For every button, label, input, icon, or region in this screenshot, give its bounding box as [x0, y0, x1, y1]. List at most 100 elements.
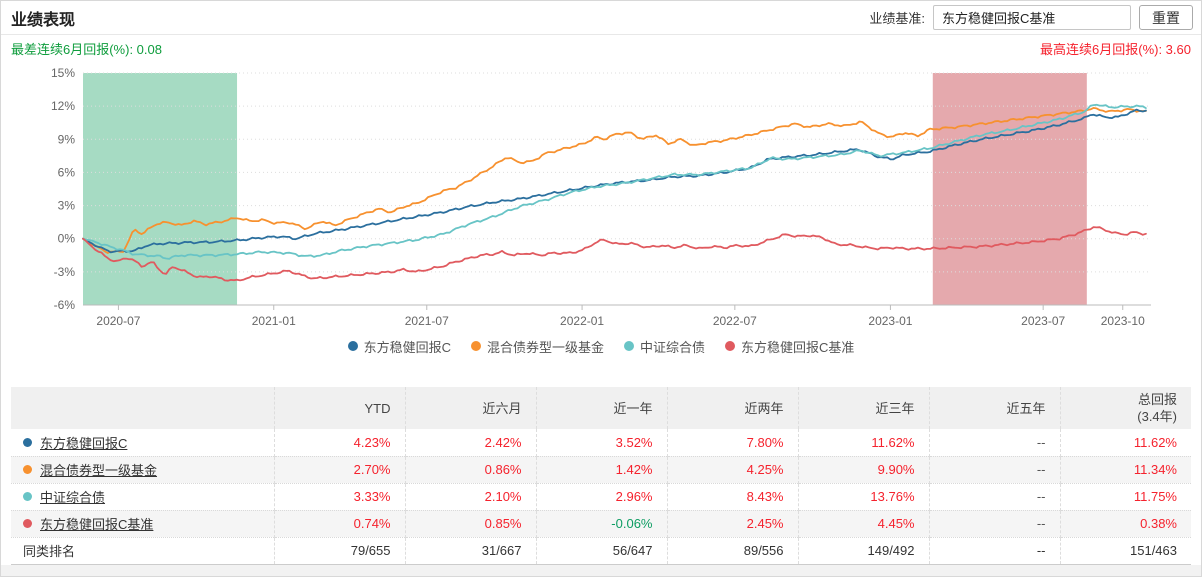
table-cell-value: 0.74%: [273, 509, 405, 537]
fund-link[interactable]: 混合债券型一级基金: [40, 463, 158, 478]
benchmark-label: 业绩基准:: [869, 11, 925, 26]
reset-button[interactable]: 重置: [1139, 5, 1193, 30]
page-title: 业绩表现: [11, 11, 76, 29]
x-axis-tick-label: 2020-07: [96, 314, 140, 328]
fund-link[interactable]: 东方稳健回报C基准: [40, 517, 154, 532]
legend-label: 中证综合债: [640, 339, 706, 355]
x-axis-tick-label: 2021-01: [252, 314, 296, 328]
table-header-row: YTD 近六月 近一年 近两年 近三年 近五年 总回报 (3.4年): [11, 387, 1191, 429]
legend-item[interactable]: 东方稳健回报C基准: [725, 337, 854, 356]
legend-dot-icon: [725, 341, 736, 351]
benchmark-input[interactable]: [933, 5, 1131, 30]
y-axis-tick-label: 15%: [51, 66, 75, 80]
table-cell-value: 2.42%: [404, 429, 536, 456]
y-axis-tick-label: -6%: [54, 298, 76, 312]
table-cell-value: 151/463: [1059, 536, 1191, 564]
table-cell-value: 0.85%: [404, 509, 536, 537]
panel-header: 业绩表现 业绩基准: 重置: [1, 1, 1201, 35]
legend-label: 东方稳健回报C: [363, 339, 451, 355]
header-cell: 近三年: [797, 387, 929, 429]
chart-legend: 东方稳健回报C 混合债券型一级基金 中证综合债 东方稳健回报C基准: [1, 333, 1201, 359]
series-line-2: [82, 107, 1147, 254]
x-axis-tick-label: 2022-01: [560, 314, 604, 328]
legend-item[interactable]: 混合债券型一级基金: [470, 337, 604, 356]
table-row: 混合债券型一级基金 2.70% 0.86% 1.42% 4.25% 9.90% -- 11.3…: [11, 455, 1191, 483]
legend-dot-icon: [624, 341, 634, 351]
table-cell-value: 89/556: [666, 536, 798, 564]
table-cell-name: 东方稳健回报C: [11, 429, 274, 456]
bottom-strip: [1, 565, 1201, 576]
best-6m-return-label: 最高连续6月回报(%): 3.60: [1040, 41, 1191, 57]
legend-dot-icon: [347, 341, 358, 351]
y-axis-tick-label: 0%: [58, 232, 76, 246]
table-cell-value: --: [928, 482, 1060, 510]
table-cell-name: 混合债券型一级基金: [11, 455, 274, 483]
y-axis-tick-label: 12%: [51, 99, 75, 113]
table-cell-value: 13.76%: [797, 482, 929, 510]
table-cell-value: 2.45%: [666, 509, 798, 537]
table-cell-value: 2.10%: [404, 482, 536, 510]
x-axis-tick-label: 2023-07: [1021, 314, 1065, 328]
header-cell: 近一年: [535, 387, 667, 429]
legend-item[interactable]: 东方稳健回报C: [347, 337, 451, 356]
performance-chart: 15% 12% 9% 6% 3% 0% -3% -6% 2020-07 2021-01 2021-0…: [51, 66, 1151, 328]
y-axis-tick-label: 3%: [58, 199, 76, 213]
table-cell-value: 3.52%: [535, 429, 667, 456]
table-cell-value: 2.70%: [273, 455, 405, 483]
header-cell: YTD: [273, 387, 405, 429]
table-cell-name: 东方稳健回报C基准: [11, 509, 274, 537]
table-cell-value: 7.80%: [666, 429, 798, 456]
table-row: 中证综合债 3.33% 2.10% 2.96% 8.43% 13.76% -- 11.75%: [11, 482, 1191, 510]
x-axis-tick-label: 2021-07: [405, 314, 449, 328]
x-axis-tick-label: 2023-10: [1101, 314, 1145, 328]
table-cell-value: --: [928, 509, 1060, 537]
series-dot-icon: [23, 465, 32, 474]
legend-item[interactable]: 中证综合债: [624, 337, 705, 356]
table-cell-value: 0.38%: [1059, 509, 1191, 537]
table-cell-value: 4.25%: [666, 455, 798, 483]
series-line-1: [82, 108, 1147, 254]
table-cell-value: 56/647: [535, 536, 667, 564]
fund-link[interactable]: 中证综合债: [40, 490, 106, 505]
table-row: 东方稳健回报C基准 0.74% 0.85% -0.06% 2.45% 4.45% -- 0.3…: [11, 509, 1191, 537]
series-line-4: [82, 226, 1147, 282]
series-dot-icon: [23, 437, 32, 447]
fund-link[interactable]: 东方稳健回报C: [40, 435, 128, 451]
table-cell-value: 4.45%: [797, 509, 929, 537]
y-axis-tick-label: 9%: [58, 132, 76, 146]
table-cell-value: 11.34%: [1059, 455, 1191, 483]
header-cell-name: [11, 387, 274, 429]
series-dot-icon: [23, 519, 32, 528]
table-cell-value: 0.86%: [404, 455, 536, 483]
header-cell: 近两年: [666, 387, 798, 429]
table-cell-value: --: [928, 536, 1060, 564]
returns-table: YTD 近六月 近一年 近两年 近三年 近五年 总回报 (3.4年) 东方稳健回报C 4.23%…: [11, 387, 1191, 565]
header-cell: 近六月: [404, 387, 536, 429]
table-row: 东方稳健回报C 4.23% 2.42% 3.52% 7.80% 11.62% -- 11.62…: [11, 429, 1191, 456]
legend-label: 混合债券型一级基金: [486, 339, 604, 355]
table-cell-value: 79/655: [273, 536, 405, 564]
series-dot-icon: [23, 492, 32, 501]
series-line-3: [82, 103, 1147, 260]
table-cell-value: 11.62%: [1059, 429, 1191, 456]
table-cell-value: 8.43%: [666, 482, 798, 510]
table-cell-name: 中证综合债: [11, 482, 274, 510]
table-cell-value: 149/492: [797, 536, 929, 564]
legend-dot-icon: [470, 341, 481, 351]
returns-table-wrap: YTD 近六月 近一年 近两年 近三年 近五年 总回报 (3.4年) 东方稳健回报C 4.23%…: [11, 387, 1191, 565]
table-cell-value: 11.75%: [1059, 482, 1191, 510]
table-cell-value: 9.90%: [797, 455, 929, 483]
header-cell: 近五年: [928, 387, 1060, 429]
worst-window-band: [83, 73, 238, 305]
table-cell-value: -0.06%: [535, 509, 667, 537]
table-cell-value: --: [928, 429, 1060, 456]
y-axis-tick-label: 6%: [58, 165, 76, 179]
benchmark-controls: 业绩基准: 重置: [869, 5, 1193, 30]
table-cell-value: 4.23%: [273, 429, 405, 456]
table-cell-value: --: [928, 455, 1060, 483]
table-row: 同类排名 79/655 31/667 56/647 89/556 149/492 -- 151…: [11, 536, 1191, 564]
y-axis-tick-label: -3%: [54, 265, 76, 279]
legend-label: 东方稳健回报C基准: [741, 339, 855, 355]
table-cell-value: 2.96%: [535, 482, 667, 510]
